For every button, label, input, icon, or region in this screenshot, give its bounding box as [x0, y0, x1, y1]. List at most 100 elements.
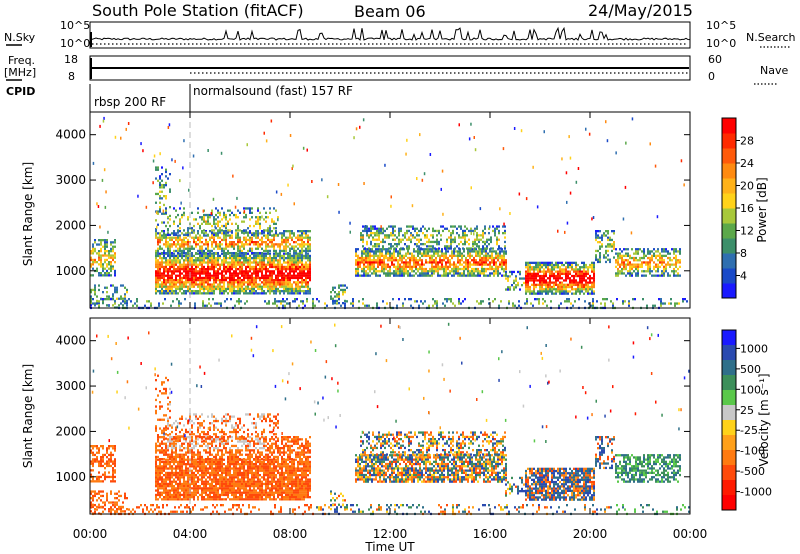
heatmap-cell: [507, 286, 509, 289]
heatmap-cell: [161, 212, 163, 215]
heatmap-cell: [108, 445, 110, 448]
heatmap-cell: [187, 265, 189, 269]
heatmap-cell: [267, 283, 269, 286]
noise-panel: N.Sky 10^5 10^0 10^5 10^0 N.Search: [4, 19, 796, 50]
heatmap-cell: [285, 276, 287, 280]
heatmap-cell: [450, 238, 452, 241]
heatmap-cell: [590, 304, 592, 307]
heatmap-cell: [187, 249, 189, 253]
heatmap-cell: [293, 234, 295, 237]
heatmap-cell: [157, 168, 159, 171]
heatmap-cell: [163, 392, 165, 395]
heatmap-cell: [459, 263, 461, 266]
heatmap-cell: [447, 256, 449, 260]
heatmap-cell: [491, 252, 493, 255]
heatmap-cell: [102, 302, 104, 305]
heatmap-cell: [92, 261, 94, 264]
heatmap-cell: [289, 263, 291, 266]
heatmap-cell: [420, 238, 422, 241]
heatmap-cell: [368, 229, 370, 233]
heatmap-cell: [159, 272, 161, 275]
heatmap-cell: [479, 274, 481, 277]
heatmap-cell: [293, 265, 295, 269]
heatmap-cell: [285, 283, 287, 286]
heatmap-cell: [301, 259, 303, 262]
heatmap-cell: [189, 257, 191, 260]
heatmap-cell: [525, 281, 527, 284]
heatmap-cell: [177, 274, 179, 277]
heatmap-cell: [472, 245, 474, 248]
heatmap-cell: [259, 270, 261, 273]
heatmap-cell: [583, 288, 585, 291]
heatmap-cell: [493, 274, 495, 277]
heatmap-cell: [159, 238, 161, 242]
heatmap-cell: [291, 245, 293, 248]
heatmap-cell: [421, 178, 424, 182]
heatmap-cell: [413, 250, 415, 253]
heatmap-cell: [453, 261, 455, 264]
heatmap-cell: [365, 270, 367, 273]
heatmap-cell: [405, 152, 407, 156]
heatmap-cell: [155, 405, 157, 408]
heatmap-cell: [261, 290, 263, 293]
heatmap-cell: [235, 274, 237, 277]
heatmap-cell: [419, 272, 421, 275]
heatmap-cell: [384, 229, 386, 233]
heatmap-cell: [201, 241, 203, 244]
heatmap-cell: [393, 250, 395, 253]
heatmap-cell: [577, 268, 579, 271]
heatmap-cell: [407, 265, 409, 268]
heatmap-cell: [275, 209, 277, 212]
heatmap-cell: [561, 281, 563, 284]
heatmap-cell: [675, 274, 677, 277]
heatmap-cell: [273, 259, 275, 262]
heatmap-cell: [253, 283, 255, 286]
heatmap-cell: [352, 298, 354, 301]
heatmap-cell: [179, 220, 181, 223]
heatmap-cell: [400, 227, 402, 230]
heatmap-cell: [423, 263, 425, 266]
heatmap-cell: [569, 261, 571, 264]
heatmap-cell: [255, 281, 257, 284]
heatmap-cell: [486, 247, 488, 250]
heatmap-cell: [509, 286, 511, 289]
heatmap-cell: [421, 261, 423, 264]
heatmap-cell: [513, 127, 516, 130]
heatmap-cell: [402, 304, 404, 307]
heatmap-cell: [205, 268, 207, 271]
heatmap-cell: [269, 276, 271, 280]
cpid-strip: CPID rbsp 200 RF normalsound (fast) 157 …: [6, 84, 353, 112]
heatmap-cell: [265, 270, 267, 273]
heatmap-cell: [112, 256, 114, 259]
heatmap-cell: [635, 248, 637, 251]
heatmap-cell: [207, 292, 209, 295]
heatmap-cell: [425, 248, 427, 251]
heatmap-cell: [203, 272, 205, 275]
heatmap-cell: [167, 177, 169, 180]
heatmap-cell: [108, 261, 110, 264]
heatmap-cell: [274, 298, 276, 301]
heatmap-cell: [202, 209, 205, 213]
heatmap-cell: [283, 272, 285, 275]
heatmap-cell: [185, 257, 187, 260]
heatmap-cell: [553, 285, 555, 289]
heatmap-cell: [463, 250, 465, 253]
heatmap-cell: [90, 250, 92, 253]
heatmap-cell: [427, 254, 429, 257]
heatmap-cell: [285, 274, 287, 277]
heatmap-cell: [306, 148, 308, 152]
heatmap-cell: [159, 190, 161, 193]
y-tick-label: 1000: [55, 264, 86, 278]
heatmap-cell: [225, 241, 227, 244]
heatmap-cell: [259, 218, 261, 221]
heatmap-cell: [441, 169, 444, 173]
heatmap-cell: [579, 268, 581, 271]
heatmap-cell: [175, 274, 177, 277]
heatmap-cell: [617, 272, 619, 275]
heatmap-cell: [120, 510, 122, 513]
heatmap-cell: [461, 267, 463, 271]
heatmap-cell: [211, 257, 213, 260]
heatmap-cell: [189, 268, 191, 271]
heatmap-cell: [412, 227, 414, 230]
heatmap-cell: [227, 270, 229, 273]
